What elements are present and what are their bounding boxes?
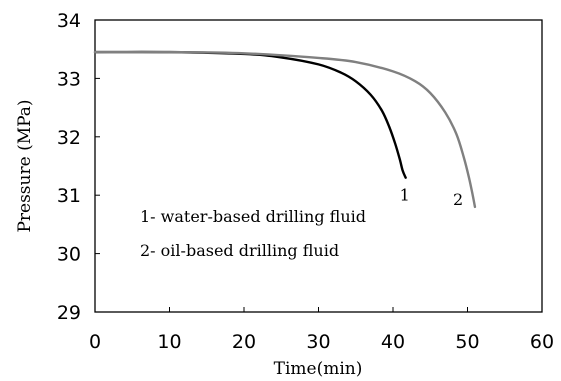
x-axis-ticks: 0 10 20 30 40 50 60 xyxy=(89,307,554,353)
x-tick-label: 0 xyxy=(89,331,101,353)
x-tick-label: 60 xyxy=(530,331,554,353)
series-layer xyxy=(93,50,477,209)
x-axis-title: Time(min) xyxy=(274,359,363,379)
series-line-1 xyxy=(93,50,407,179)
y-tick-label: 31 xyxy=(57,185,81,207)
x-tick-label: 50 xyxy=(455,331,479,353)
x-tick-label: 20 xyxy=(232,331,256,353)
y-tick-label: 29 xyxy=(57,302,81,324)
x-tick-label: 40 xyxy=(381,331,405,353)
legend-line-2: 2- oil-based drilling fluid xyxy=(140,241,339,260)
x-tick-label: 30 xyxy=(306,331,330,353)
y-tick-label: 32 xyxy=(57,127,81,149)
x-tick-label: 10 xyxy=(157,331,181,353)
curve-label-2: 2 xyxy=(453,190,463,209)
y-tick-label: 34 xyxy=(57,10,81,32)
y-axis-ticks: 29 30 31 32 33 34 xyxy=(57,10,100,324)
series-line-2 xyxy=(93,50,477,209)
legend-line-1: 1- water-based drilling fluid xyxy=(140,207,366,226)
y-tick-label: 30 xyxy=(57,244,81,266)
y-axis-title: Pressure (MPa) xyxy=(15,99,35,232)
curve-label-1: 1 xyxy=(400,186,410,205)
y-tick-label: 33 xyxy=(57,68,81,90)
